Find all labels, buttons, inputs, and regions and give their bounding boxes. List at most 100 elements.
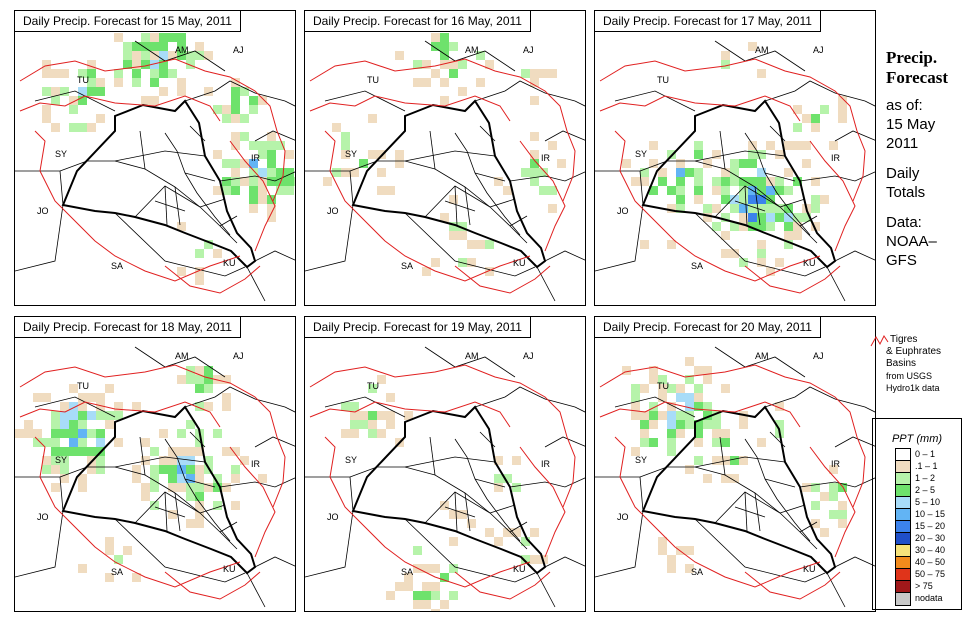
info-data-line3: GFS — [886, 252, 917, 269]
precip-cell — [195, 375, 204, 384]
precip-cell — [676, 195, 685, 204]
precip-cell — [757, 186, 766, 195]
precip-cell — [811, 114, 820, 123]
basin-line — [19, 401, 221, 428]
precip-cell — [195, 366, 204, 375]
legend-swatch — [896, 545, 910, 557]
precip-cell — [240, 177, 249, 186]
precip-cell — [377, 168, 386, 177]
precip-cell — [377, 429, 386, 438]
precip-cell — [440, 600, 449, 609]
precip-cell — [667, 186, 676, 195]
precip-cell — [676, 384, 685, 393]
country-border — [536, 266, 556, 302]
precip-cells — [622, 42, 847, 276]
precip-cell — [42, 87, 51, 96]
precip-cell — [530, 78, 539, 87]
precip-cell — [748, 213, 757, 222]
precip-cell — [757, 150, 766, 159]
legend-label: 30 – 40 — [915, 545, 946, 555]
basin-outlines — [19, 58, 286, 294]
precip-cell — [757, 249, 766, 258]
precip-cell — [87, 447, 96, 456]
precip-cell — [649, 375, 658, 384]
country-label-ir: IR — [831, 153, 841, 163]
precip-cell — [793, 105, 802, 114]
precip-cell — [204, 375, 213, 384]
precip-cell — [712, 411, 721, 420]
country-border — [509, 477, 585, 488]
province-border — [199, 504, 226, 514]
basin-line — [309, 95, 511, 122]
precip-cell — [658, 177, 667, 186]
precip-cell — [467, 240, 476, 249]
precip-cell — [177, 222, 186, 231]
precip-cell — [775, 402, 784, 411]
precip-cell — [24, 429, 33, 438]
precip-cell — [422, 60, 431, 69]
basin-line — [19, 95, 221, 122]
precip-cell — [485, 267, 494, 276]
precip-cell — [285, 186, 294, 195]
basin-line — [599, 364, 858, 438]
province-border — [404, 150, 496, 162]
precip-cell — [640, 429, 649, 438]
legend-swatch — [896, 461, 910, 473]
precip-cell — [404, 573, 413, 582]
precip-cell — [204, 384, 213, 393]
precip-cell — [730, 177, 739, 186]
precip-cell — [802, 114, 811, 123]
precip-cell — [69, 96, 78, 105]
precip-cell — [476, 51, 485, 60]
precip-cell — [258, 96, 267, 105]
country-label-sa: SA — [401, 567, 413, 577]
precip-cell — [249, 177, 258, 186]
precip-cell — [177, 267, 186, 276]
country-border — [834, 556, 875, 568]
country-label-am: AM — [755, 45, 769, 55]
precip-cell — [730, 456, 739, 465]
province-border — [454, 491, 458, 532]
precip-cell — [721, 231, 730, 240]
precip-cell — [766, 267, 775, 276]
precip-cell — [413, 546, 422, 555]
info-date-line1: 15 May — [886, 116, 936, 133]
basin-key-line3: Basins — [886, 358, 917, 369]
precip-cell — [649, 438, 658, 447]
country-border — [826, 266, 846, 302]
precip-cell — [150, 69, 159, 78]
precip-cell — [685, 375, 694, 384]
precip-cell — [721, 384, 730, 393]
precip-cell — [231, 132, 240, 141]
country-border — [799, 477, 875, 488]
country-label-tu: TU — [77, 75, 89, 85]
legend-label: 15 – 20 — [915, 521, 946, 531]
precip-cell — [186, 519, 195, 528]
precip-cell — [350, 429, 359, 438]
precip-cell — [42, 456, 51, 465]
legend-swatch — [896, 485, 910, 497]
country-label-ir: IR — [541, 459, 551, 469]
precip-cell — [114, 411, 123, 420]
country-border — [254, 130, 295, 142]
precip-cell — [249, 96, 258, 105]
precip-cell — [231, 168, 240, 177]
country-border — [764, 80, 875, 107]
precip-cell — [96, 411, 105, 420]
country-label-jo: JO — [37, 206, 49, 216]
precip-cell — [42, 438, 51, 447]
precip-cell — [150, 483, 159, 492]
precip-cell — [685, 546, 694, 555]
precip-cell — [267, 204, 276, 213]
precip-cell — [258, 186, 267, 195]
precip-cell — [757, 438, 766, 447]
precip-cell — [766, 186, 775, 195]
province-border — [429, 130, 436, 170]
precip-cell — [667, 564, 676, 573]
precip-cell — [195, 42, 204, 51]
info-asof: as of: — [886, 97, 923, 114]
precip-cell — [258, 177, 267, 186]
precip-cell — [775, 177, 784, 186]
precip-cell — [413, 591, 422, 600]
precip-cell — [222, 177, 231, 186]
